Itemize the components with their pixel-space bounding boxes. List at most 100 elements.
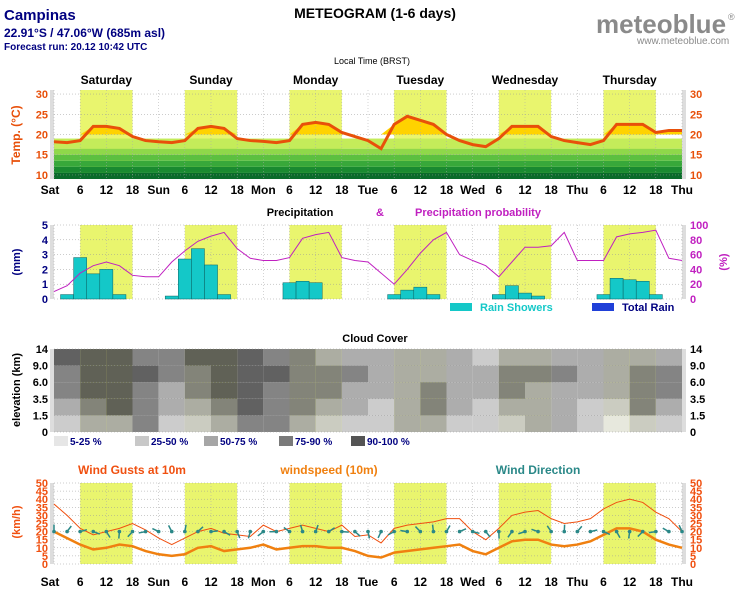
x-tick-label: 12 — [204, 183, 218, 197]
x-tick-label: Sat — [41, 183, 60, 197]
cloud-cover-cell — [80, 398, 107, 416]
cloud-cover-cell — [472, 398, 499, 416]
cloud-cover-cell — [289, 415, 316, 432]
cloud-cover-cell — [80, 415, 107, 432]
wind-direction-arrow — [615, 531, 621, 539]
x-tick-label: Wed — [460, 183, 485, 197]
cloud-cover-cell — [211, 349, 238, 366]
rain-shower-bar — [164, 295, 179, 300]
wind-direction-arrow — [197, 526, 204, 533]
y-tick-label-right: 35 — [690, 502, 702, 514]
cloud-axis-label: elevation (km) — [11, 353, 23, 427]
wind-direction-arrow — [167, 525, 173, 532]
cloud-cover-cell — [289, 398, 316, 416]
cloud-cover-cell — [603, 398, 630, 416]
rain-shower-bar — [609, 278, 624, 300]
cloud-cover-cell — [237, 382, 264, 399]
y-tick-label: 0 — [42, 559, 48, 571]
y-tick-label-right: 10 — [690, 170, 702, 182]
wind-direction-arrow — [367, 531, 371, 539]
y-tick-label-right: 60 — [690, 250, 702, 262]
wind-direction-arrow — [648, 530, 656, 534]
wind-direction-arrow — [299, 524, 304, 532]
cloud-cover-cell — [211, 398, 238, 416]
brand-logo: meteoblue — [596, 9, 726, 39]
y-tick-label: 2 — [42, 264, 48, 276]
cloud-cover-cell — [158, 398, 185, 416]
cloud-cover-cell — [80, 382, 107, 399]
y-tick-label: 25 — [36, 519, 48, 531]
cloud-cover-cell — [420, 415, 447, 432]
cloud-cover-cell — [184, 382, 211, 399]
x-tick-label: Sun — [147, 183, 170, 197]
y-tick-label: 9.0 — [33, 361, 48, 373]
rain-shower-bar — [204, 264, 218, 300]
cloud-cover-cell — [315, 398, 342, 416]
cloud-cover-cell — [184, 349, 211, 366]
rain-shower-bar — [596, 294, 611, 300]
y-tick-label-right: 20 — [690, 279, 702, 291]
x-tick-label: 6 — [600, 575, 607, 589]
rain-shower-bar — [295, 280, 310, 300]
x-tick-label: 18 — [649, 575, 663, 589]
x-tick-label: 6 — [495, 575, 502, 589]
rain-shower-bar — [86, 273, 101, 300]
wind-direction-arrow — [127, 531, 134, 538]
x-tick-label: 18 — [440, 183, 454, 197]
cloud-cover-cell — [132, 365, 159, 383]
cloud-cover-cell — [341, 349, 368, 366]
cloud-cover-cell — [54, 415, 81, 432]
brand-url[interactable]: www.meteoblue.com — [636, 36, 729, 47]
cloud-legend-label: 75-90 % — [295, 437, 332, 448]
x-tick-label: 6 — [77, 183, 84, 197]
cloud-cover-cell — [158, 365, 185, 383]
rain-shower-bar — [282, 282, 297, 300]
cloud-cover-cell — [184, 415, 211, 432]
cloud-cover-cell — [106, 398, 133, 416]
y-tick-label-right: 20 — [690, 130, 702, 142]
temperature-band — [54, 160, 682, 167]
cloud-cover-cell — [341, 415, 368, 432]
y-tick-label: 40 — [36, 494, 48, 506]
wind-direction-arrow — [210, 530, 219, 533]
temperature-axis-label: Temp. (°C) — [9, 105, 23, 164]
cloud-cover-cell — [472, 349, 499, 366]
wind-direction-arrow — [678, 524, 683, 532]
y-tick-label: 1.5 — [33, 410, 48, 422]
rain-shower-bar — [492, 294, 506, 300]
cloud-cover-cell — [368, 349, 395, 366]
cloud-cover-cell — [655, 365, 682, 383]
rain-showers-legend-swatch — [450, 303, 472, 311]
rain-shower-bar — [387, 294, 401, 300]
x-tick-label: 12 — [623, 183, 637, 197]
rain-shower-bar — [622, 279, 637, 300]
wind-direction-arrow — [590, 529, 598, 533]
x-tick-label: 12 — [518, 575, 532, 589]
cloud-cover-cell — [577, 415, 604, 432]
cloud-cover-cell — [577, 365, 604, 383]
x-tick-label: 18 — [544, 575, 558, 589]
rain-shower-bar — [217, 294, 231, 300]
cloud-cover-cell — [472, 415, 499, 432]
cloud-cover-cell — [577, 382, 604, 399]
cloud-cover-cell — [446, 349, 473, 366]
x-tick-label: 12 — [623, 575, 637, 589]
wind-direction-arrow — [627, 531, 631, 539]
y-tick-label-right: 9.0 — [690, 361, 705, 373]
cloud-legend-swatch — [204, 436, 218, 446]
y-tick-label-right: 45 — [690, 486, 702, 498]
cloud-cover-cell — [289, 382, 316, 399]
x-tick-label: Tue — [358, 183, 379, 197]
cloud-cover-cell — [211, 365, 238, 383]
cloud-cover-cell — [263, 365, 290, 383]
cloud-cover-cell — [158, 349, 185, 366]
y-tick-label: 10 — [36, 170, 48, 182]
cloud-cover-cell — [655, 349, 682, 366]
left-edge — [50, 349, 54, 432]
total-rain-legend-swatch — [592, 303, 614, 311]
x-tick-label: Mon — [251, 575, 276, 589]
y-tick-label: 50 — [36, 478, 48, 490]
cloud-title: Cloud Cover — [342, 333, 408, 345]
y-tick-label: 3 — [42, 250, 48, 262]
cloud-cover-cell — [132, 415, 159, 432]
